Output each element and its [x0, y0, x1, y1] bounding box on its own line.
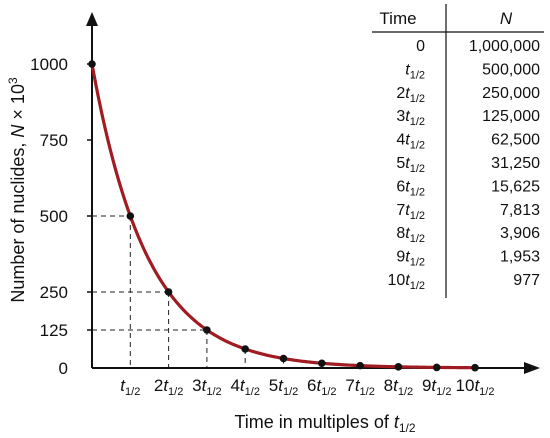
y-tick-label: 500 — [40, 207, 68, 226]
table-cell-time: 8t1/2​ — [396, 225, 425, 245]
axes — [86, 12, 540, 374]
axis-labels: Time in multiples of t1/2 Number of nucli… — [6, 77, 416, 435]
table-cell-time: 10t1/2​ — [387, 272, 425, 292]
data-point — [88, 60, 96, 68]
y-tick-label: 125 — [40, 321, 68, 340]
x-tick-labels: t1/2​ 2t1/2​ 3t1/2​ 4t1/2​ 5t1/2​ 6t1/2​ 7t1/2… — [120, 376, 494, 398]
x-axis-label: Time in multiples of t1/2 — [234, 412, 415, 435]
data-point — [279, 354, 288, 363]
x-tick-label: 4t1/2​ — [230, 376, 260, 398]
data-point — [432, 363, 441, 372]
y-tick-label: 250 — [40, 283, 68, 302]
table-cell-n: 62,500 — [491, 132, 540, 149]
x-axis-arrow — [524, 362, 540, 374]
table-cell-n: 977 — [513, 272, 540, 289]
x-tick-label: 10t1/2​ — [456, 376, 495, 398]
data-point — [203, 326, 211, 334]
table-cell-n: 1,000,000 — [469, 38, 540, 55]
y-tick-labels: 0 125 250 500 750 1000 — [30, 55, 68, 378]
data-point — [164, 288, 173, 296]
table-cell-time: 2t1/2​ — [396, 85, 425, 105]
data-point — [241, 345, 249, 353]
table-cell-time: t1/2​ — [405, 61, 425, 81]
x-tick-label: 2t1/2​ — [154, 376, 184, 398]
table-header-time: Time — [379, 9, 416, 28]
decay-table: Time N 0 1,000,000 t1/2​ 500,000 2t1/2​ 250,000… — [372, 4, 544, 298]
table-cell-n: 31,250 — [491, 155, 540, 172]
table-cell-n: 500,000 — [482, 61, 540, 78]
data-point — [471, 363, 479, 372]
data-point — [356, 361, 364, 370]
y-axis-label: Number of nuclides, N × 103 — [6, 77, 28, 303]
table-cell-time: 3t1/2​ — [396, 108, 425, 128]
x-tick-label: 7t1/2​ — [345, 376, 375, 398]
table-cell-time: 6t1/2​ — [396, 178, 425, 198]
table-cell-time: 0 — [416, 38, 425, 55]
data-point — [318, 359, 326, 368]
table-cell-n: 15,625 — [491, 178, 540, 195]
y-axis-arrow — [86, 12, 98, 26]
data-points — [88, 60, 479, 372]
y-tick-label: 750 — [40, 131, 68, 150]
x-tick-label: 3t1/2​ — [192, 376, 222, 398]
table-cell-n: 125,000 — [482, 108, 540, 125]
data-point — [394, 363, 403, 371]
x-tick-label: 9t1/2​ — [422, 376, 452, 398]
table-cell-n: 1,953 — [500, 249, 540, 266]
data-point — [126, 212, 135, 220]
x-tick-label: t1/2​ — [120, 376, 140, 398]
y-tick-label: 1000 — [30, 55, 68, 74]
table-cell-n: 7,813 — [500, 202, 540, 219]
table-cell-time: 5t1/2​ — [396, 155, 425, 175]
table-cell-time: 4t1/2​ — [396, 132, 425, 152]
x-tick-label: 5t1/2​ — [269, 376, 299, 398]
table-cell-n: 3,906 — [500, 225, 540, 242]
x-tick-label: 8t1/2​ — [384, 376, 414, 398]
table-header-n: N — [500, 9, 513, 28]
table-cell-time: 7t1/2​ — [396, 202, 425, 222]
y-tick-label: 0 — [59, 359, 68, 378]
table-cell-n: 250,000 — [482, 85, 540, 102]
table-cell-time: 9t1/2​ — [396, 249, 425, 269]
x-tick-label: 6t1/2​ — [307, 376, 337, 398]
